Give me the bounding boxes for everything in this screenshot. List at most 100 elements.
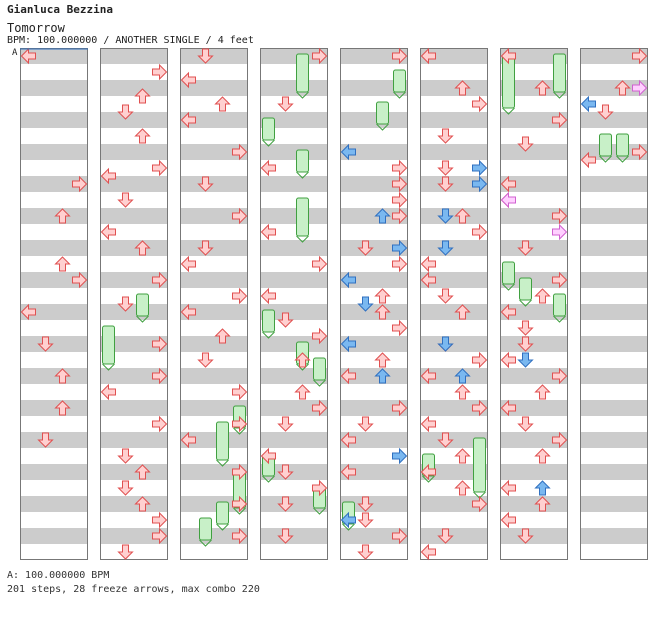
step-down-arrow [437, 528, 454, 544]
step-right-arrow [232, 463, 248, 481]
beat-stripe [180, 368, 248, 384]
pink-step-right-arrow [632, 79, 648, 97]
blue-step-right-arrow [392, 239, 408, 257]
beat-stripe [260, 240, 328, 256]
beat-stripe [20, 400, 88, 416]
beat-stripe [420, 144, 488, 160]
beat-stripe [100, 48, 168, 64]
freeze-arrow-tail [233, 507, 246, 515]
step-right-arrow [232, 143, 248, 161]
step-up-arrow [374, 288, 391, 304]
chart-info: BPM: 100.000000 / ANOTHER SINGLE / 4 fee… [7, 35, 254, 46]
freeze-arrow-tail [262, 331, 275, 339]
beat-stripe [20, 208, 88, 224]
step-left-arrow [420, 271, 436, 289]
blue-step-up-arrow [534, 480, 551, 496]
freeze-arrow-tail [216, 459, 229, 467]
blue-step-up-arrow [454, 368, 471, 384]
freeze-arrow-body [216, 501, 229, 525]
freeze-arrow-tail [502, 283, 515, 291]
step-down-arrow [357, 496, 374, 512]
step-right-arrow [392, 255, 408, 273]
step-right-arrow [472, 399, 488, 417]
step-right-arrow [392, 175, 408, 193]
beat-stripe [340, 80, 408, 96]
step-right-arrow [72, 175, 88, 193]
step-right-arrow [312, 47, 328, 65]
pink-step-right-arrow [552, 223, 568, 241]
column-border [100, 48, 168, 560]
step-right-arrow [392, 399, 408, 417]
step-right-arrow [632, 143, 648, 161]
blue-step-down-arrow [357, 296, 374, 312]
step-down-arrow [597, 104, 614, 120]
beat-stripe [420, 528, 488, 544]
beat-stripe [580, 304, 648, 320]
beat-stripe [500, 208, 568, 224]
blue-step-left-arrow [340, 271, 356, 289]
step-up-arrow [134, 464, 151, 480]
step-down-arrow [277, 464, 294, 480]
freeze-arrow-tail [599, 155, 612, 163]
beat-stripe [180, 208, 248, 224]
beat-stripe [20, 48, 88, 64]
beat-stripe [180, 304, 248, 320]
beat-stripe [580, 336, 648, 352]
freeze-arrow-body [136, 293, 149, 317]
step-left-arrow [180, 431, 196, 449]
beat-stripe [260, 432, 328, 448]
beat-stripe [340, 496, 408, 512]
beat-stripe [420, 272, 488, 288]
freeze-arrow-tail [136, 315, 149, 323]
beat-stripe [500, 368, 568, 384]
step-left-arrow [260, 159, 276, 177]
beat-stripe [340, 240, 408, 256]
blue-step-down-arrow [517, 352, 534, 368]
beat-stripe [180, 496, 248, 512]
step-up-arrow [134, 240, 151, 256]
step-right-arrow [392, 47, 408, 65]
beat-stripe [180, 432, 248, 448]
step-down-arrow [117, 448, 134, 464]
freeze-arrow-tail [262, 139, 275, 147]
beat-stripe [580, 144, 648, 160]
beat-stripe [500, 528, 568, 544]
step-right-arrow [552, 207, 568, 225]
freeze-arrow-tail [313, 379, 326, 387]
beat-stripe [420, 368, 488, 384]
beat-stripe [340, 464, 408, 480]
beat-stripe [500, 464, 568, 480]
beat-stripe [20, 464, 88, 480]
beat-stripe [340, 272, 408, 288]
beat-stripe [100, 336, 168, 352]
step-right-arrow [472, 495, 488, 513]
freeze-arrow-body [313, 357, 326, 381]
freeze-arrow-tail [342, 523, 355, 531]
bpm-section-marker: A [12, 48, 18, 58]
step-right-arrow [312, 399, 328, 417]
step-left-arrow [100, 223, 116, 241]
column-border [180, 48, 248, 560]
step-up-arrow [214, 328, 231, 344]
step-up-arrow [134, 128, 151, 144]
beat-stripe [420, 336, 488, 352]
step-right-arrow [152, 63, 168, 81]
step-down-arrow [517, 320, 534, 336]
step-right-arrow [392, 191, 408, 209]
beat-stripe [100, 144, 168, 160]
beat-stripe [20, 272, 88, 288]
step-right-arrow [152, 271, 168, 289]
step-right-arrow [392, 319, 408, 337]
step-left-arrow [260, 447, 276, 465]
beat-stripe [340, 400, 408, 416]
step-left-arrow [420, 463, 436, 481]
step-left-arrow [420, 367, 436, 385]
step-down-arrow [357, 544, 374, 560]
step-down-arrow [197, 240, 214, 256]
beat-stripe [340, 336, 408, 352]
freeze-arrow-body [393, 69, 406, 93]
beat-stripe [580, 208, 648, 224]
beat-stripe [580, 80, 648, 96]
step-right-arrow [232, 207, 248, 225]
step-left-arrow [420, 543, 436, 561]
